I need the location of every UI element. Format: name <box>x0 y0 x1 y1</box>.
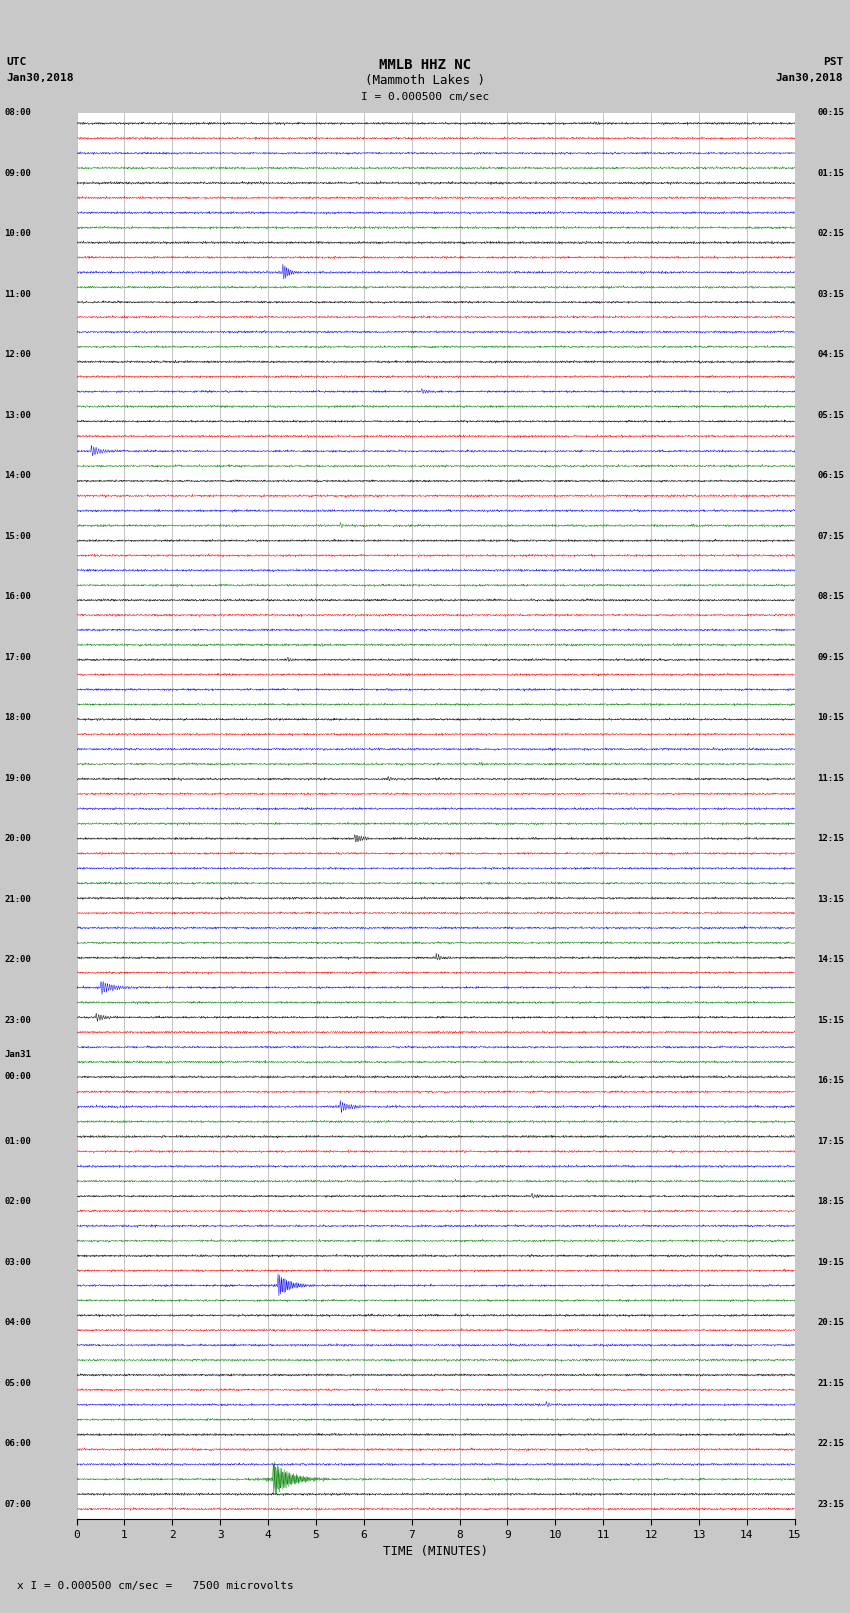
Text: 02:15: 02:15 <box>817 229 844 239</box>
Text: (Mammoth Lakes ): (Mammoth Lakes ) <box>365 74 485 87</box>
Text: 13:00: 13:00 <box>4 411 31 419</box>
Text: 03:00: 03:00 <box>4 1258 31 1266</box>
Text: 09:00: 09:00 <box>4 169 31 177</box>
Text: x I = 0.000500 cm/sec =   7500 microvolts: x I = 0.000500 cm/sec = 7500 microvolts <box>17 1581 294 1590</box>
Text: 08:00: 08:00 <box>4 108 31 118</box>
Text: 15:00: 15:00 <box>4 532 31 540</box>
Text: 12:15: 12:15 <box>817 834 844 844</box>
Text: Jan31: Jan31 <box>4 1050 31 1060</box>
Text: 22:15: 22:15 <box>817 1439 844 1448</box>
Text: 09:15: 09:15 <box>817 653 844 661</box>
Text: 18:00: 18:00 <box>4 713 31 723</box>
Text: 23:00: 23:00 <box>4 1016 31 1024</box>
Text: Jan30,2018: Jan30,2018 <box>7 73 74 82</box>
Text: 03:15: 03:15 <box>817 290 844 298</box>
Text: 17:15: 17:15 <box>817 1137 844 1145</box>
Text: 05:15: 05:15 <box>817 411 844 419</box>
Text: 10:15: 10:15 <box>817 713 844 723</box>
Text: 19:15: 19:15 <box>817 1258 844 1266</box>
Text: 19:00: 19:00 <box>4 774 31 782</box>
Text: 12:00: 12:00 <box>4 350 31 360</box>
Text: 20:00: 20:00 <box>4 834 31 844</box>
Text: 02:00: 02:00 <box>4 1197 31 1207</box>
Text: UTC: UTC <box>7 56 27 66</box>
Text: 04:00: 04:00 <box>4 1318 31 1327</box>
Text: 04:15: 04:15 <box>817 350 844 360</box>
Text: 21:15: 21:15 <box>817 1379 844 1387</box>
Text: 00:00: 00:00 <box>4 1073 31 1081</box>
Text: 16:00: 16:00 <box>4 592 31 602</box>
Text: 01:00: 01:00 <box>4 1137 31 1145</box>
Text: 23:15: 23:15 <box>817 1500 844 1508</box>
Text: 01:15: 01:15 <box>817 169 844 177</box>
Text: Jan30,2018: Jan30,2018 <box>776 73 843 82</box>
Text: MMLB HHZ NC: MMLB HHZ NC <box>379 58 471 71</box>
Text: 20:15: 20:15 <box>817 1318 844 1327</box>
Text: 21:00: 21:00 <box>4 895 31 903</box>
Text: 11:00: 11:00 <box>4 290 31 298</box>
Text: 10:00: 10:00 <box>4 229 31 239</box>
Text: 05:00: 05:00 <box>4 1379 31 1387</box>
Text: 22:00: 22:00 <box>4 955 31 965</box>
Text: 11:15: 11:15 <box>817 774 844 782</box>
Text: I = 0.000500 cm/sec: I = 0.000500 cm/sec <box>361 92 489 102</box>
Text: 00:15: 00:15 <box>817 108 844 118</box>
Text: 06:00: 06:00 <box>4 1439 31 1448</box>
Text: 14:15: 14:15 <box>817 955 844 965</box>
Text: 06:15: 06:15 <box>817 471 844 481</box>
Text: 07:00: 07:00 <box>4 1500 31 1508</box>
Text: 18:15: 18:15 <box>817 1197 844 1207</box>
Text: 15:15: 15:15 <box>817 1016 844 1024</box>
Text: 14:00: 14:00 <box>4 471 31 481</box>
Text: 17:00: 17:00 <box>4 653 31 661</box>
Text: 07:15: 07:15 <box>817 532 844 540</box>
Text: 16:15: 16:15 <box>817 1076 844 1086</box>
Text: 08:15: 08:15 <box>817 592 844 602</box>
X-axis label: TIME (MINUTES): TIME (MINUTES) <box>383 1545 488 1558</box>
Text: 13:15: 13:15 <box>817 895 844 903</box>
Text: PST: PST <box>823 56 843 66</box>
